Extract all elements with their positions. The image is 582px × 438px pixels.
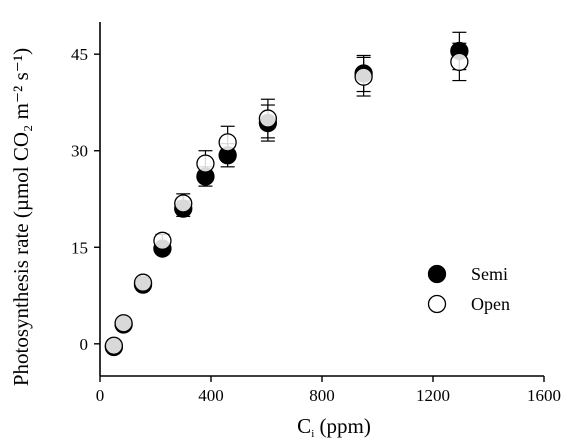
data-points xyxy=(104,31,469,357)
legend: Semi Open xyxy=(427,264,510,314)
x-tick-label: 400 xyxy=(198,386,224,405)
x-tick-label: 1600 xyxy=(527,386,561,405)
x-axis-title-main: C xyxy=(297,414,311,438)
y-axis-title: Photosynthesis rate (µmol CO₂ m⁻² s⁻¹) xyxy=(9,48,33,386)
legend-label-semi: Semi xyxy=(471,264,508,284)
x-axis-title-unit: (ppm) xyxy=(314,414,371,438)
axes xyxy=(99,22,544,377)
y-tick-label: 45 xyxy=(71,45,88,64)
open-data-point xyxy=(196,154,215,173)
x-axis-title: Ci (ppm) xyxy=(297,414,371,438)
x-tick-label: 1200 xyxy=(416,386,450,405)
open-data-point xyxy=(104,336,124,355)
y-tick-label: 30 xyxy=(71,142,88,161)
open-data-point xyxy=(133,273,153,292)
open-data-point xyxy=(153,231,172,250)
x-tick-label: 800 xyxy=(309,386,335,405)
open-data-point xyxy=(354,67,373,86)
y-tick-label: 0 xyxy=(80,335,89,354)
open-data-point xyxy=(258,109,278,128)
legend-label-open: Open xyxy=(471,294,510,314)
open-data-point xyxy=(114,314,133,333)
open-data-point xyxy=(174,194,193,213)
legend-marker-open xyxy=(427,294,447,314)
open-data-point xyxy=(450,52,469,72)
x-axis-title-sub: i xyxy=(311,428,314,438)
ticks: 0 400 800 1200 1600 0 15 30 45 xyxy=(71,45,561,405)
x-tick-label: 0 xyxy=(96,386,105,405)
open-data-point xyxy=(218,133,237,152)
y-tick-label: 15 xyxy=(71,238,88,257)
legend-marker-semi xyxy=(427,264,447,284)
